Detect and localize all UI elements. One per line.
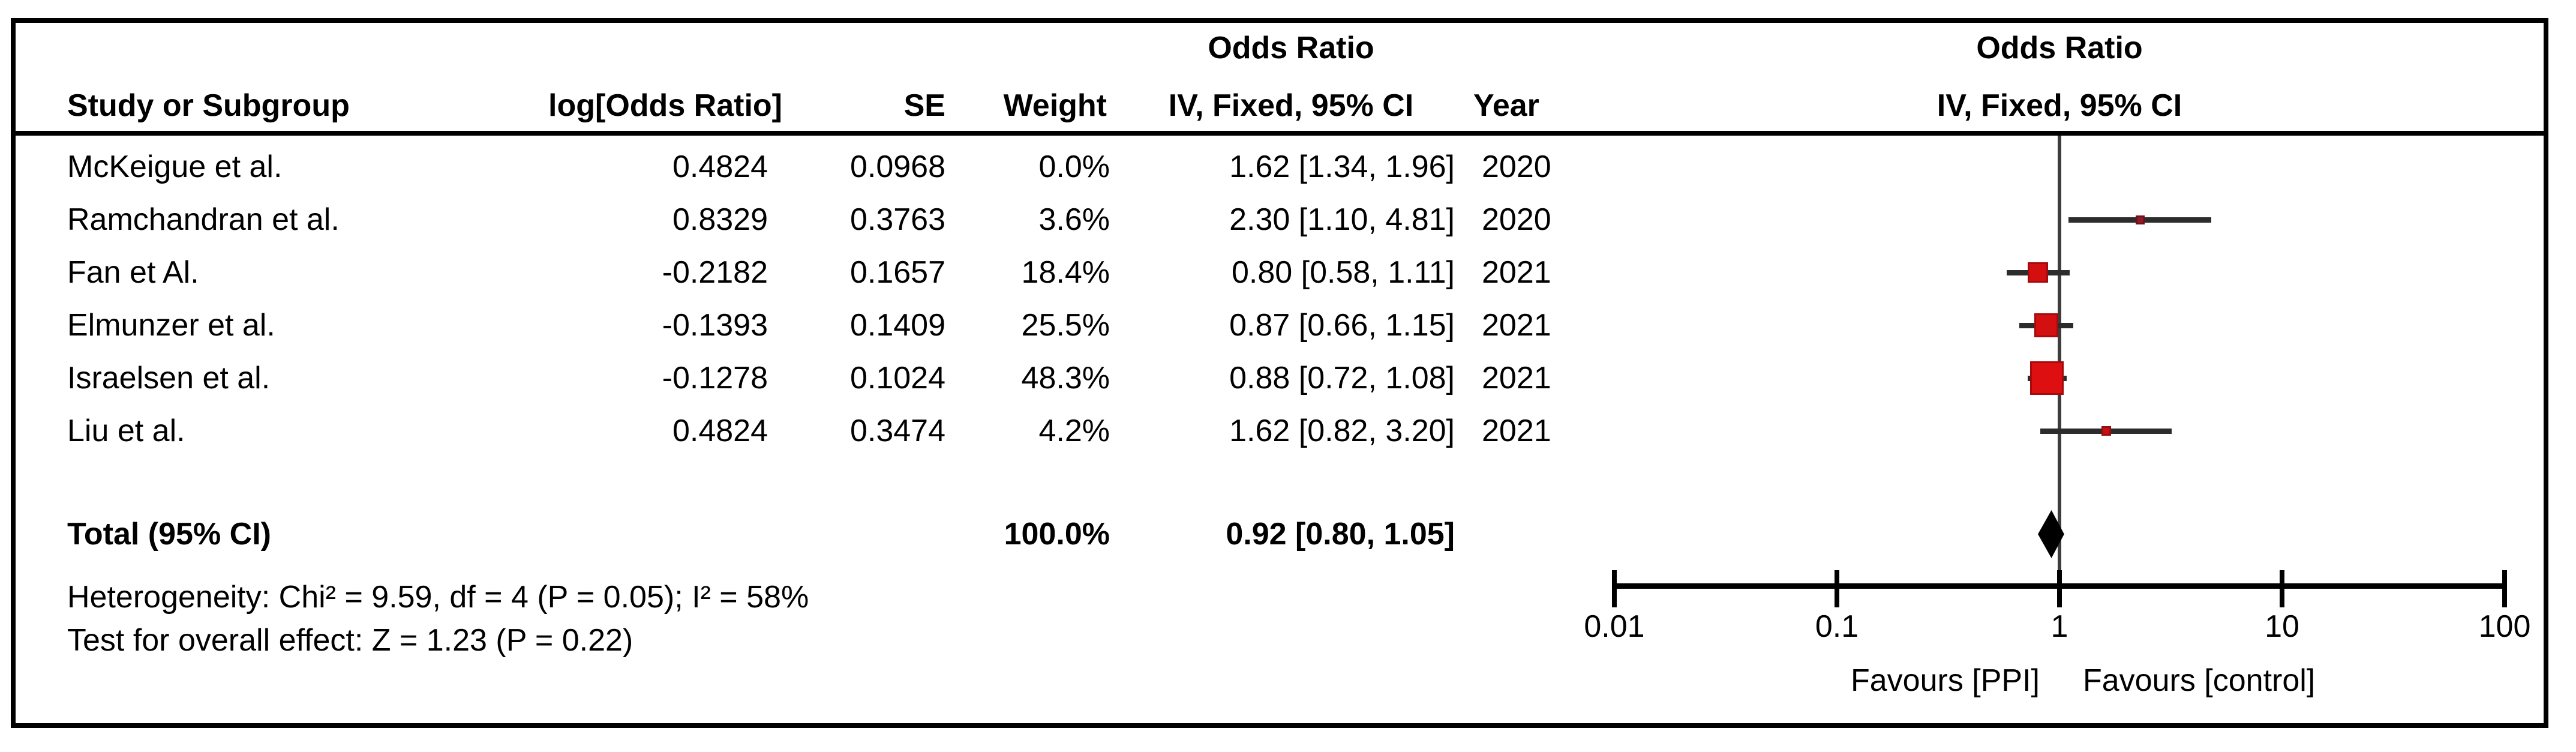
se-value: 0.1024: [849, 361, 945, 396]
header-log-odds-ratio: log[Odds Ratio]: [548, 88, 782, 123]
study-name: McKeigue et al.: [67, 149, 283, 184]
ci-value: 0.80 [0.58, 1.11]: [1232, 255, 1455, 290]
study-name: Liu et al.: [67, 414, 185, 448]
se-value: 0.3763: [849, 202, 945, 237]
x-axis-tick-label: 0.1: [1815, 609, 1859, 644]
header-odds-ratio-text-column: Odds Ratio: [1208, 31, 1374, 65]
effect-square: [2030, 361, 2064, 395]
se-value: 0.1657: [849, 255, 945, 290]
year-value: 2021: [1482, 308, 1551, 343]
total-ci: 0.92 [0.80, 1.05]: [1226, 517, 1455, 552]
x-axis-tick-label: 100: [2478, 609, 2531, 644]
study-name: Israelsen et al.: [67, 361, 271, 396]
x-axis-tick: [1612, 570, 1617, 607]
weight-value: 0.0%: [1038, 149, 1110, 184]
ci-value: 2.30 [1.10, 4.81]: [1229, 202, 1455, 237]
header-year: Year: [1473, 88, 1539, 123]
ci-value: 1.62 [1.34, 1.96]: [1229, 149, 1455, 184]
logor-value: 0.8329: [672, 202, 768, 237]
effect-square: [2101, 426, 2111, 436]
header-se: SE: [903, 88, 945, 123]
ci-value: 1.62 [0.82, 3.20]: [1229, 414, 1455, 448]
overall-effect-stats: Test for overall effect: Z = 1.23 (P = 0…: [67, 623, 634, 658]
header-weight: Weight: [1003, 88, 1107, 123]
logor-value: -0.1278: [662, 361, 768, 396]
effect-square: [2135, 215, 2145, 224]
year-value: 2021: [1482, 255, 1551, 290]
total-label: Total (95% CI): [67, 517, 271, 552]
plot-outer-border: [11, 18, 2548, 728]
ci-value: 0.87 [0.66, 1.15]: [1229, 308, 1455, 343]
study-name: Ramchandran et al.: [67, 202, 340, 237]
weight-value: 48.3%: [1021, 361, 1110, 396]
header-separator-line: [11, 131, 2548, 136]
x-axis-tick-label: 1: [2050, 609, 2068, 644]
year-value: 2021: [1482, 361, 1551, 396]
x-axis-tick: [2502, 570, 2507, 607]
weight-value: 4.2%: [1038, 414, 1110, 448]
logor-value: -0.1393: [662, 308, 768, 343]
se-value: 0.1409: [849, 308, 945, 343]
weight-value: 3.6%: [1038, 202, 1110, 237]
se-value: 0.0968: [849, 149, 945, 184]
logor-value: 0.4824: [672, 149, 768, 184]
study-name: Fan et Al.: [67, 255, 199, 290]
effect-square: [2034, 313, 2058, 337]
total-weight: 100.0%: [1004, 517, 1110, 552]
header-iv-fixed-ci-text: IV, Fixed, 95% CI: [1168, 88, 1414, 123]
x-axis-tick-label: 10: [2265, 609, 2299, 644]
favours-right-label: Favours [control]: [2083, 663, 2316, 698]
x-axis-tick: [2280, 570, 2284, 607]
ci-value: 0.88 [0.72, 1.08]: [1229, 361, 1455, 396]
x-axis-tick: [2057, 570, 2062, 607]
header-odds-ratio-plot-column: Odds Ratio: [1976, 31, 2143, 65]
year-value: 2020: [1482, 149, 1551, 184]
heterogeneity-stats: Heterogeneity: Chi² = 9.59, df = 4 (P = …: [67, 580, 809, 615]
logor-value: 0.4824: [672, 414, 768, 448]
logor-value: -0.2182: [662, 255, 768, 290]
x-axis-tick: [1835, 570, 1839, 607]
header-iv-fixed-ci-plot: IV, Fixed, 95% CI: [1936, 88, 2182, 123]
favours-left-label: Favours [PPI]: [1851, 663, 2040, 698]
year-value: 2020: [1482, 202, 1551, 237]
year-value: 2021: [1482, 414, 1551, 448]
se-value: 0.3474: [849, 414, 945, 448]
weight-value: 25.5%: [1021, 308, 1110, 343]
header-study-or-subgroup: Study or Subgroup: [67, 88, 350, 123]
effect-square: [2028, 262, 2049, 283]
study-name: Elmunzer et al.: [67, 308, 275, 343]
weight-value: 18.4%: [1021, 255, 1110, 290]
x-axis-tick-label: 0.01: [1584, 609, 1645, 644]
